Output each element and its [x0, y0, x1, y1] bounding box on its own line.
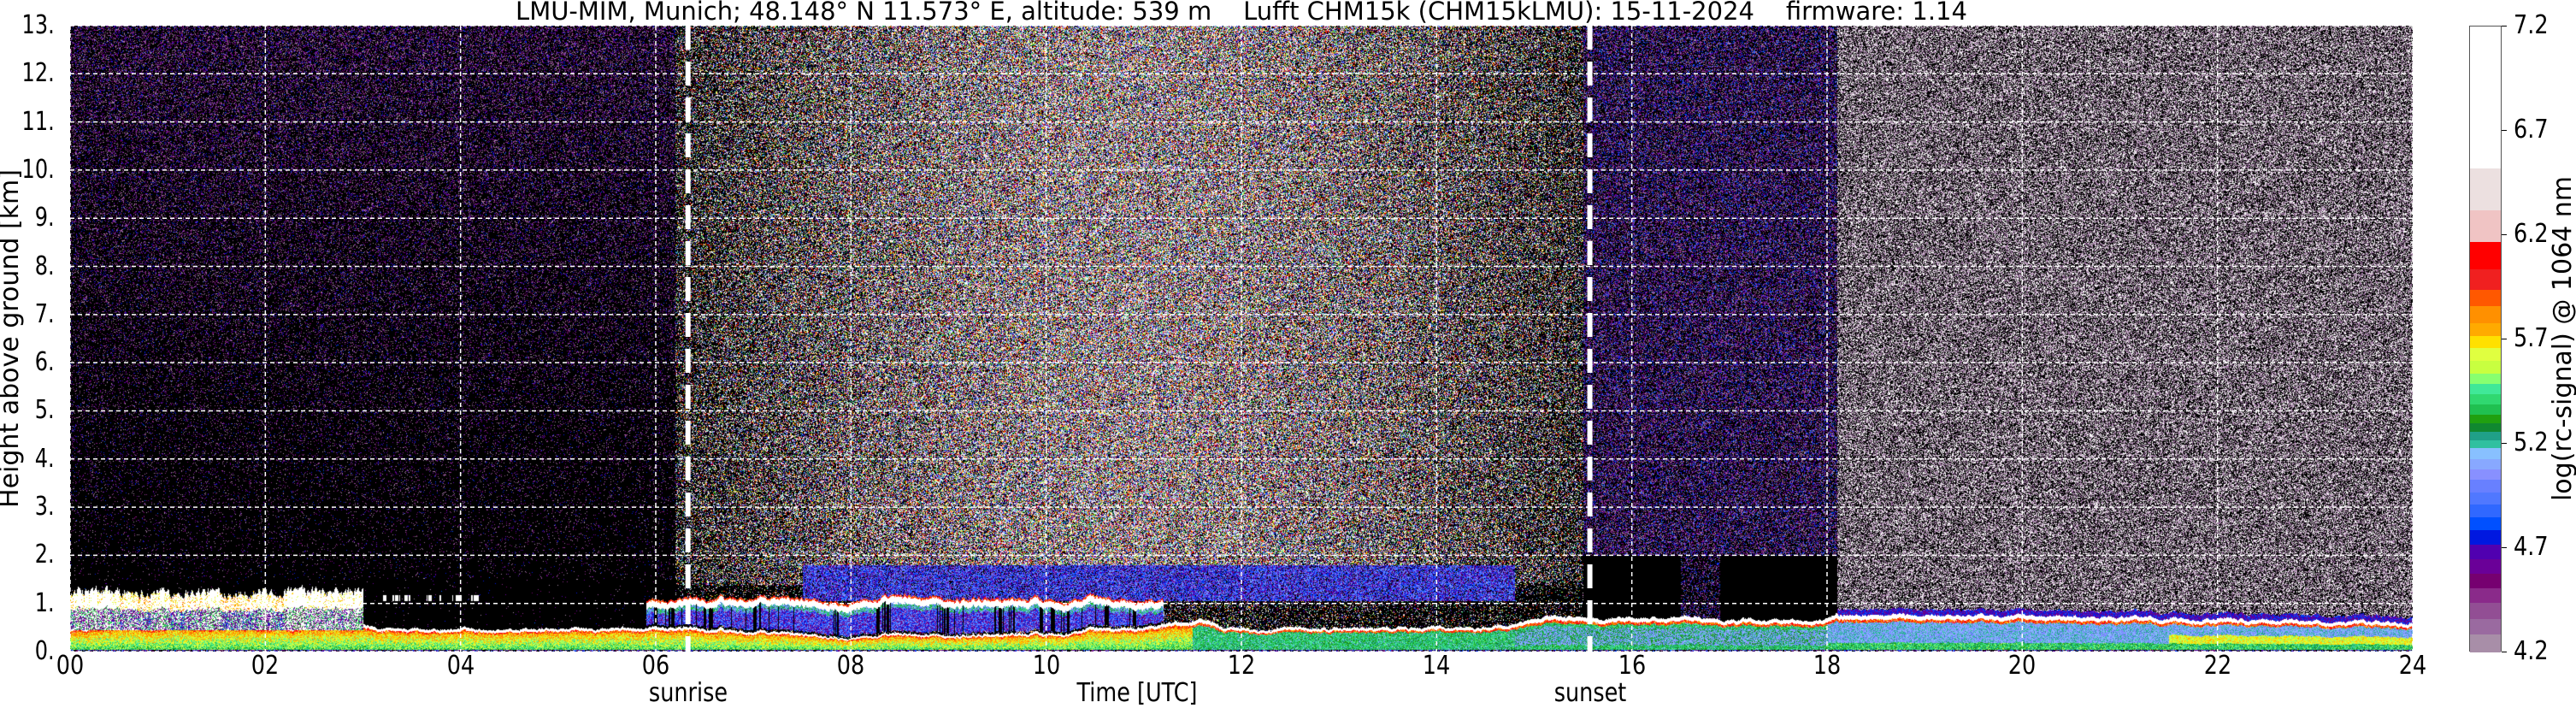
colorbar-segment — [2470, 393, 2501, 405]
colorbar-label: log(rc-signal) @ 1064 nm — [2548, 175, 2576, 502]
x-tick-label: 10 — [1032, 651, 1060, 681]
colorbar-segment — [2470, 544, 2501, 559]
colorbar-segment — [2470, 479, 2501, 493]
colorbar-segment — [2470, 492, 2501, 505]
y-tick-label: 3. — [35, 492, 55, 522]
x-tick-label: 16 — [1618, 651, 1646, 681]
colorbar-segment — [2470, 360, 2501, 374]
colorbar-segment — [2470, 440, 2501, 449]
colorbar-segment — [2470, 634, 2501, 653]
y-tick-label: 0. — [35, 636, 55, 666]
x-tick-label: 06 — [641, 651, 670, 681]
y-tick-label: 7. — [35, 298, 55, 329]
x-tick-label: 12 — [1227, 651, 1256, 681]
y-tick-label: 12. — [21, 58, 55, 89]
x-tick-label: 14 — [1423, 651, 1451, 681]
x-tick-label: 02 — [251, 651, 280, 681]
y-tick-label: 13. — [21, 10, 55, 40]
colorbar-tick-mark — [2502, 234, 2507, 235]
x-axis-label: Time [UTC] — [1076, 678, 1198, 708]
y-tick-label: 2. — [35, 540, 55, 570]
colorbar-segment — [2470, 383, 2501, 394]
sunset-label: sunset — [1553, 678, 1626, 708]
colorbar-segment — [2470, 602, 2501, 620]
x-tick-label: 18 — [1813, 651, 1842, 681]
y-axis-label: Height above ground [km] — [0, 169, 25, 508]
colorbar-tick-label: 4.7 — [2514, 532, 2549, 562]
colorbar-segment — [2470, 516, 2501, 530]
colorbar-segment — [2470, 558, 2501, 574]
colorbar-segment — [2470, 322, 2501, 336]
colorbar-tick-label: 4.2 — [2514, 636, 2549, 666]
y-tick-label: 10. — [21, 154, 55, 185]
colorbar-segment — [2470, 335, 2501, 349]
colorbar-tick-mark — [2502, 443, 2507, 444]
x-tick-label: 08 — [837, 651, 865, 681]
y-tick-label: 11. — [21, 106, 55, 137]
colorbar-tick-mark — [2502, 26, 2507, 27]
colorbar-segment — [2470, 431, 2501, 440]
colorbar-segment — [2470, 27, 2501, 169]
colorbar-segment — [2470, 447, 2501, 459]
colorbar-tick-label: 6.7 — [2514, 115, 2549, 145]
x-tick-label: 22 — [2203, 651, 2231, 681]
colorbar-tick-label: 5.7 — [2514, 323, 2549, 353]
colorbar-segment — [2470, 618, 2501, 634]
colorbar-segment — [2470, 347, 2501, 361]
colorbar-segment — [2470, 209, 2501, 242]
colorbar-tick-label: 5.2 — [2514, 428, 2549, 457]
y-tick-label: 1. — [35, 587, 55, 618]
colorbar-segment — [2470, 414, 2501, 424]
x-tick-label: 24 — [2398, 651, 2427, 681]
colorbar-tick-label: 7.2 — [2514, 10, 2549, 40]
colorbar-segment — [2470, 573, 2501, 588]
colorbar-segment — [2470, 241, 2501, 269]
colorbar-tick-mark — [2502, 547, 2507, 548]
colorbar-segment — [2470, 504, 2501, 517]
colorbar-tick-label: 6.2 — [2514, 219, 2549, 249]
y-tick-label: 8. — [35, 251, 55, 281]
colorbar-segment — [2470, 422, 2501, 432]
colorbar-segment — [2470, 268, 2501, 290]
colorbar-segment — [2470, 469, 2501, 480]
sunrise-label: sunrise — [648, 678, 728, 708]
x-tick-label: 20 — [2008, 651, 2037, 681]
colorbar-segment — [2470, 404, 2501, 416]
chart-title: LMU-MIM, Munich; 48.148° N 11.573° E, al… — [516, 0, 1967, 26]
colorbar-segment — [2470, 587, 2501, 603]
plot-area — [70, 26, 2413, 652]
colorbar-segment — [2470, 458, 2501, 469]
colorbar-segment — [2470, 305, 2501, 323]
y-tick-label: 9. — [35, 203, 55, 233]
colorbar-segment — [2470, 289, 2501, 307]
colorbar-tick-mark — [2502, 130, 2507, 131]
colorbar — [2469, 26, 2502, 653]
colorbar-segment — [2470, 373, 2501, 384]
y-tick-label: 5. — [35, 395, 55, 426]
y-tick-label: 4. — [35, 443, 55, 474]
grid-and-annotation-layer — [70, 26, 2413, 652]
y-tick-label: 6. — [35, 347, 55, 378]
colorbar-segment — [2470, 529, 2501, 545]
x-tick-label: 00 — [56, 651, 85, 681]
colorbar-segment — [2470, 168, 2501, 211]
x-tick-label: 04 — [446, 651, 475, 681]
